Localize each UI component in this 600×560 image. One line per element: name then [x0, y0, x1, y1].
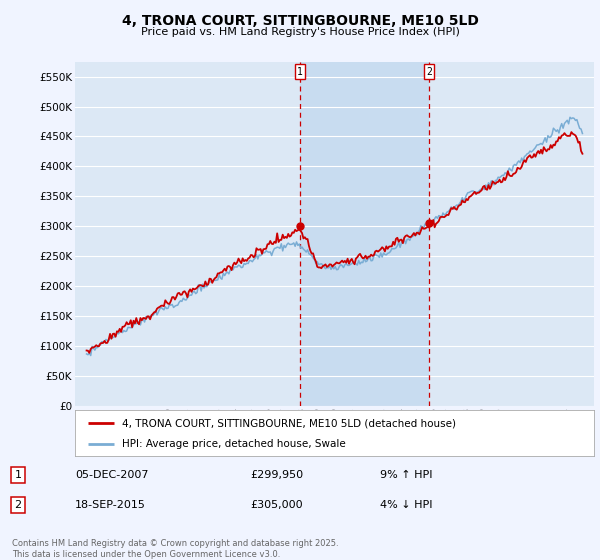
Text: 2: 2: [426, 67, 432, 77]
Text: £299,950: £299,950: [250, 470, 303, 480]
Bar: [300, 62, 429, 406]
Text: 4% ↓ HPI: 4% ↓ HPI: [380, 500, 433, 510]
Text: 4, TRONA COURT, SITTINGBOURNE, ME10 5LD (detached house): 4, TRONA COURT, SITTINGBOURNE, ME10 5LD …: [122, 418, 456, 428]
Text: £305,000: £305,000: [250, 500, 302, 510]
Text: Contains HM Land Registry data © Crown copyright and database right 2025.
This d: Contains HM Land Registry data © Crown c…: [12, 539, 338, 559]
Text: 1: 1: [297, 67, 303, 77]
Text: 18-SEP-2015: 18-SEP-2015: [75, 500, 146, 510]
Text: 1: 1: [14, 470, 22, 480]
Text: 05-DEC-2007: 05-DEC-2007: [75, 470, 149, 480]
Text: Price paid vs. HM Land Registry's House Price Index (HPI): Price paid vs. HM Land Registry's House …: [140, 27, 460, 37]
Text: 2: 2: [14, 500, 22, 510]
Text: 4, TRONA COURT, SITTINGBOURNE, ME10 5LD: 4, TRONA COURT, SITTINGBOURNE, ME10 5LD: [122, 14, 478, 28]
Text: 9% ↑ HPI: 9% ↑ HPI: [380, 470, 433, 480]
Text: HPI: Average price, detached house, Swale: HPI: Average price, detached house, Swal…: [122, 440, 346, 450]
